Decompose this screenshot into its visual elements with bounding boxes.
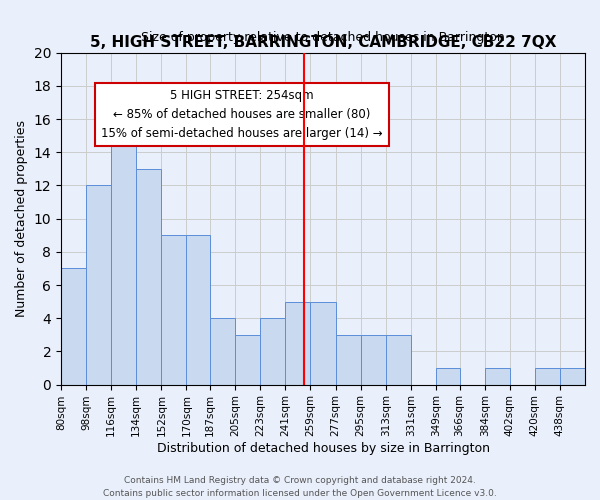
Bar (386, 335, 411, 384)
Bar (485, 368, 510, 384)
Text: Size of property relative to detached houses in Barrington: Size of property relative to detached ho… (141, 32, 505, 44)
Bar (61, 268, 86, 384)
Y-axis label: Number of detached properties: Number of detached properties (15, 120, 28, 317)
Title: 5, HIGH STREET, BARRINGTON, CAMBRIDGE, CB22 7QX: 5, HIGH STREET, BARRINGTON, CAMBRIDGE, C… (90, 35, 556, 50)
Bar (361, 335, 386, 384)
Bar (111, 119, 136, 384)
Text: Contains HM Land Registry data © Crown copyright and database right 2024.
Contai: Contains HM Land Registry data © Crown c… (103, 476, 497, 498)
Bar (187, 235, 210, 384)
Bar (560, 368, 585, 384)
Bar (86, 186, 111, 384)
Bar (335, 335, 361, 384)
Bar (161, 235, 187, 384)
Bar (260, 318, 286, 384)
Bar (535, 368, 560, 384)
Bar (310, 302, 335, 384)
Text: 5 HIGH STREET: 254sqm
← 85% of detached houses are smaller (80)
15% of semi-deta: 5 HIGH STREET: 254sqm ← 85% of detached … (101, 89, 383, 140)
Bar (136, 169, 161, 384)
Bar (210, 318, 235, 384)
Bar (286, 302, 310, 384)
X-axis label: Distribution of detached houses by size in Barrington: Distribution of detached houses by size … (157, 442, 490, 455)
Bar (436, 368, 460, 384)
Bar (235, 335, 260, 384)
